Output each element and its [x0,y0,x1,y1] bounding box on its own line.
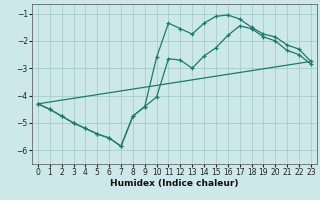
X-axis label: Humidex (Indice chaleur): Humidex (Indice chaleur) [110,179,239,188]
